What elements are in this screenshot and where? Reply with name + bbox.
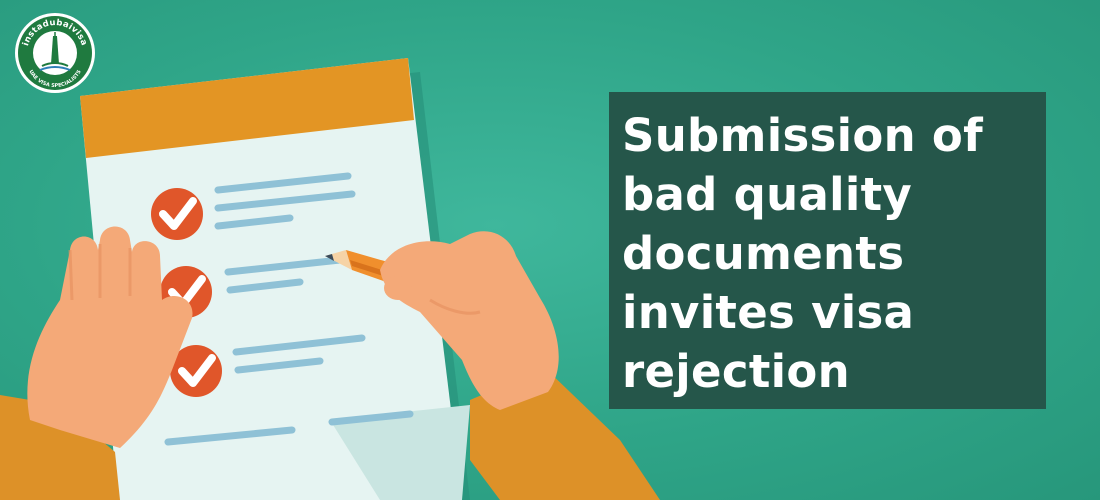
instadubaivisa-logo: instadubaivisa UAE VISA SPECIALISTS xyxy=(15,13,95,93)
headline-box: Submission of bad quality documents invi… xyxy=(609,92,1046,409)
left-hand xyxy=(0,226,193,500)
check-icon-1 xyxy=(151,188,203,240)
checklist-paper xyxy=(80,58,462,500)
check-icon-3 xyxy=(170,345,222,397)
right-hand xyxy=(380,231,660,500)
paper-header-strip xyxy=(80,58,414,158)
headline-text: Submission of bad quality documents invi… xyxy=(622,109,983,398)
